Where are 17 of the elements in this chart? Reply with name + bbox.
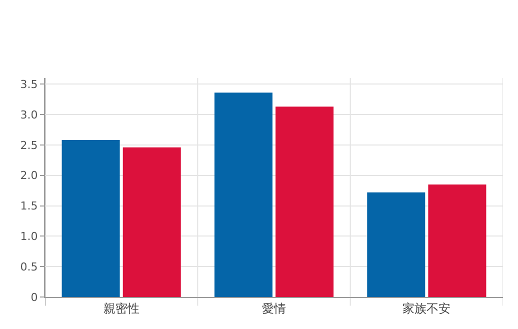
y-tick-label: 2.0 <box>20 169 38 182</box>
x-tick-label: 親密性 <box>103 301 140 316</box>
x-tick-label: 愛情 <box>262 301 286 316</box>
bar <box>214 92 272 297</box>
bar <box>122 147 181 297</box>
y-tick-label: 3.0 <box>20 108 38 122</box>
y-tick-label: 0.5 <box>20 260 38 274</box>
y-tick-label: 3.5 <box>20 78 38 91</box>
bar <box>428 184 486 297</box>
bar <box>62 140 120 297</box>
x-tick-label: 家族不安 <box>402 301 451 316</box>
y-tick-label: 1.0 <box>20 230 38 244</box>
bar <box>367 192 426 297</box>
y-tick-label: 0 <box>30 290 38 304</box>
y-tick-label: 1.5 <box>20 200 38 213</box>
bar <box>276 106 334 297</box>
y-tick-label: 2.5 <box>20 138 38 152</box>
